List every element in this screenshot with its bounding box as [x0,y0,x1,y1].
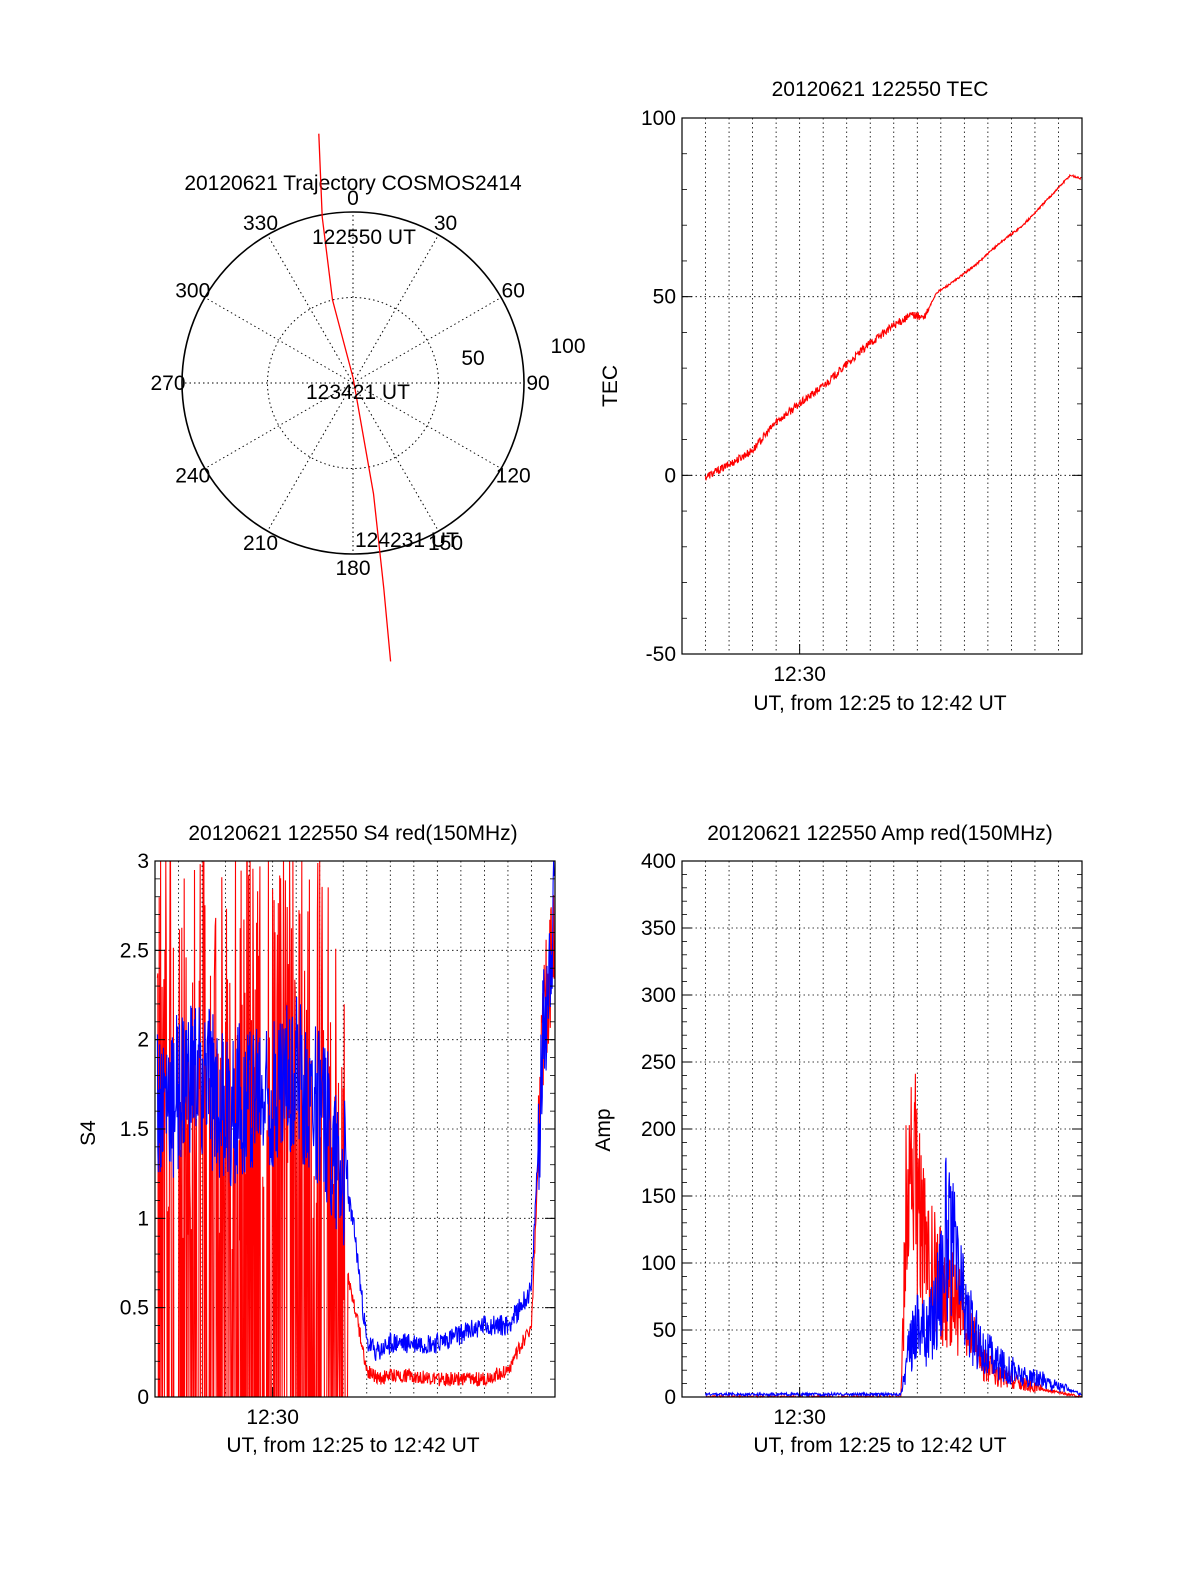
polar-title: 20120621 Trajectory COSMOS2414 [184,172,522,195]
s4-ylabel: S4 [77,1120,100,1146]
amp-ytick-label: 250 [641,1051,676,1074]
polar-spoke [204,297,354,384]
tec-series-line [704,173,1082,481]
polar-radial-label: 100 [550,335,585,358]
s4-chart: 20120621 122550 S4 red(150MHz) UT, from … [77,822,556,1457]
polar-azimuth-label: 330 [243,212,278,235]
polar-azimuth-label: 300 [175,280,210,303]
polar-spoke [204,382,354,469]
s4-ytick-label: 2.5 [120,939,149,962]
amp-ytick-label: 150 [641,1185,676,1208]
tec-xlabel: UT, from 12:25 to 12:42 UT [753,692,1006,715]
s4-ytick-label: 0.5 [120,1297,149,1320]
polar-radial-label: 50 [461,347,484,370]
polar-azimuth-label: 180 [335,557,370,580]
amp-ylabel: Amp [592,1108,615,1151]
polar-azimuth-label: 30 [434,212,457,235]
polar-spoke [267,382,354,532]
amp-ytick-label: 400 [641,850,676,873]
amp-xtick-label: 12:30 [773,1406,826,1429]
amp-ytick-label: 350 [641,917,676,940]
s4-ytick-label: 1.5 [120,1118,149,1141]
tec-chart: 20120621 122550 TEC UT, from 12:25 to 12… [599,78,1083,715]
polar-annotation-mid: 123421 UT [306,381,410,404]
polar-azimuth-label: 210 [243,532,278,555]
polar-spoke [352,382,439,532]
amp-ytick-label: 100 [641,1252,676,1275]
tec-ytick-label: 0 [664,464,676,487]
s4-ytick-label: 2 [137,1029,149,1052]
polar-azimuth-label: 60 [502,280,525,303]
tec-ylabel: TEC [599,365,622,407]
amp-title: 20120621 122550 Amp red(150MHz) [707,822,1053,845]
polar-outer-circle [181,211,525,555]
amp-ytick-label: 0 [664,1386,676,1409]
s4-ytick-label: 3 [137,850,149,873]
amp-ytick-label: 50 [653,1319,676,1342]
polar-azimuth-label: 240 [175,465,210,488]
s4-series-line [156,860,556,1361]
polar-azimuth-label: 0 [347,187,359,210]
polar-trajectory-line [318,133,392,662]
amp-ytick-label: 300 [641,984,676,1007]
s4-title: 20120621 122550 S4 red(150MHz) [188,822,517,845]
polar-azimuth-label: 270 [150,372,185,395]
tec-title: 20120621 122550 TEC [772,78,989,101]
amp-ytick-label: 200 [641,1118,676,1141]
polar-azimuth-label: 120 [496,465,531,488]
s4-xtick-label: 12:30 [246,1406,299,1429]
polar-annotation-end: 124231 UT [355,529,459,552]
amp-xlabel: UT, from 12:25 to 12:42 UT [753,1434,1006,1457]
tec-xtick-label: 12:30 [773,663,826,686]
tec-ytick-label: 100 [641,107,676,130]
s4-xlabel: UT, from 12:25 to 12:42 UT [226,1434,479,1457]
s4-ytick-label: 1 [137,1207,149,1230]
polar-trajectory-chart: 20120621 Trajectory COSMOS2414 0 30 60 90 12… [150,133,586,662]
polar-spoke [352,297,502,384]
amp-series-line [704,1157,1082,1398]
polar-spoke [352,234,439,384]
amp-chart: 20120621 122550 Amp red(150MHz) UT, from… [592,822,1083,1457]
tec-ytick-label: 50 [653,286,676,309]
polar-spoke [267,234,354,384]
polar-azimuth-label: 150 [428,532,463,555]
tec-ytick-label: -50 [646,643,676,666]
tec-plot-frame [681,117,1083,655]
s4-ytick-label: 0 [137,1386,149,1409]
polar-spoke [352,382,502,469]
polar-azimuth-label: 90 [526,372,549,395]
polar-annotation-start: 122550 UT [312,226,416,249]
